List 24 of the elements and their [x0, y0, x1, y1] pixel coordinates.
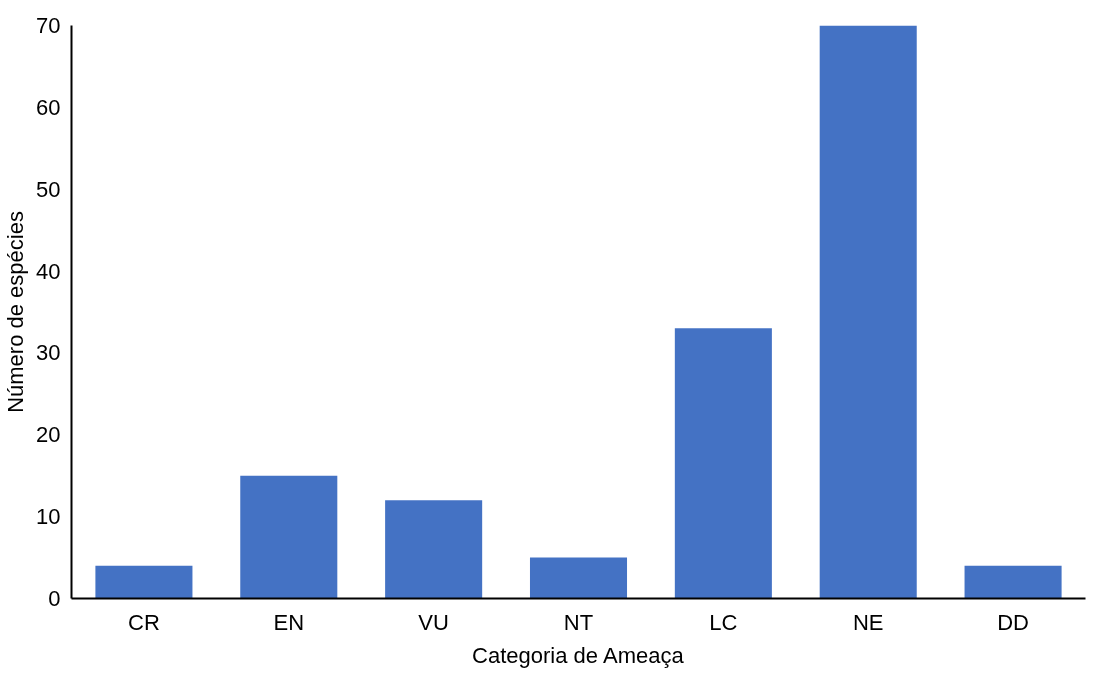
y-tick-label: 50: [36, 176, 61, 202]
x-tick-label: VU: [418, 609, 449, 635]
x-tick-label: NT: [563, 609, 594, 635]
y-tick-label: 30: [36, 340, 61, 366]
x-tick-label: NE: [852, 609, 884, 635]
y-tick-label: 20: [36, 422, 61, 448]
y-axis-title: Número de espécies: [3, 211, 29, 413]
x-axis-title: Categoria de Ameaça: [472, 642, 685, 668]
x-tick-label: CR: [128, 609, 160, 635]
x-tick-label: EN: [273, 609, 305, 635]
y-tick-label: 60: [36, 94, 61, 120]
x-tick-label: DD: [997, 609, 1029, 635]
y-tick-label: 0: [48, 586, 61, 611]
bar: [674, 328, 772, 599]
y-tick-label: 40: [36, 258, 61, 284]
bar: [964, 565, 1062, 599]
bar: [529, 557, 628, 599]
bar: [819, 25, 917, 599]
y-tick-label: 10: [36, 504, 61, 530]
bar: [385, 500, 483, 599]
y-tick-label: 70: [36, 13, 61, 38]
bar: [240, 475, 338, 599]
x-tick-label: LC: [709, 609, 738, 635]
bar: [95, 565, 193, 599]
